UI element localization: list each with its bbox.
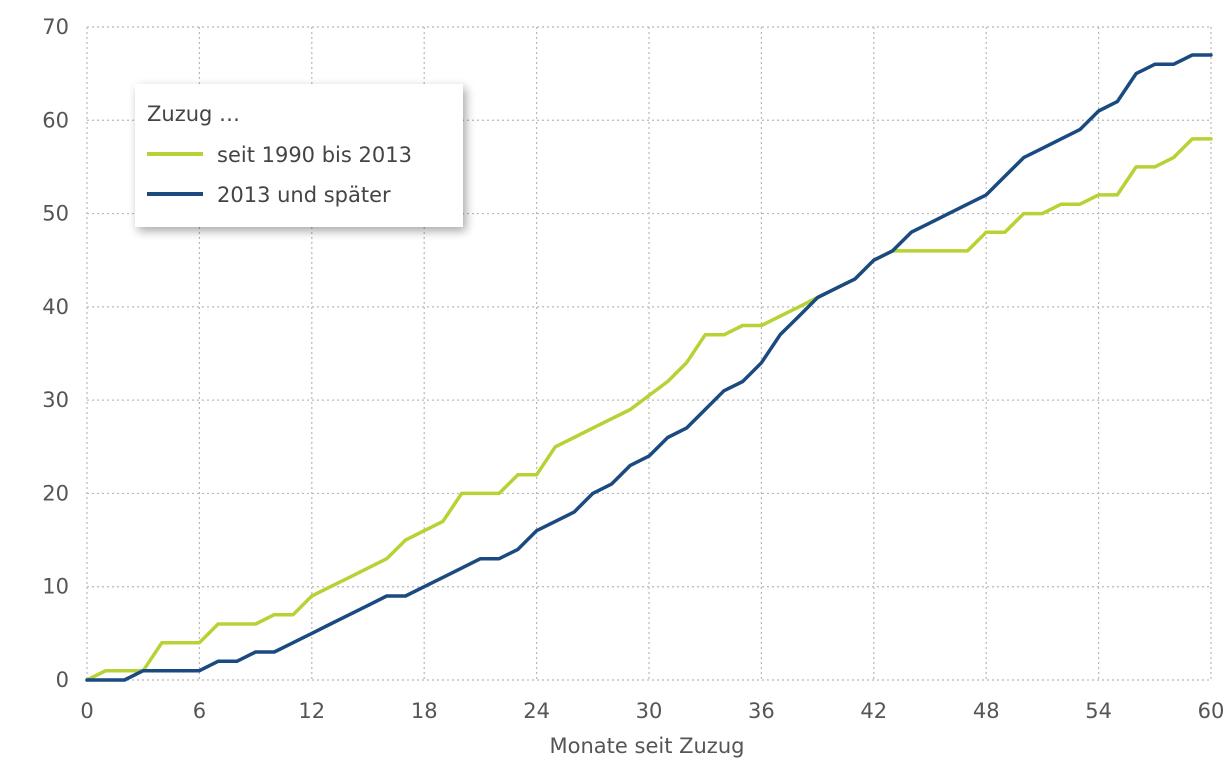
- x-tick-label: 48: [973, 699, 1000, 723]
- y-tick-label: 70: [42, 15, 69, 39]
- legend: Zuzug … seit 1990 bis 2013 2013 und spät…: [135, 84, 463, 227]
- grid: [86, 26, 1212, 681]
- x-tick-label: 42: [860, 699, 887, 723]
- x-tick-label: 0: [80, 699, 93, 723]
- y-tick-label: 40: [42, 295, 69, 319]
- x-axis-ticks: 0 6 12 18 24 30 36 42 48 54 60: [80, 699, 1224, 723]
- x-tick-label: 36: [748, 699, 775, 723]
- series-line-1: [85, 137, 1213, 682]
- y-tick-label: 20: [42, 481, 69, 505]
- y-axis-ticks: 0 10 20 30 40 50 60 70: [42, 15, 69, 692]
- x-tick-label: 30: [636, 699, 663, 723]
- x-tick-label: 6: [193, 699, 206, 723]
- x-tick-label: 24: [523, 699, 550, 723]
- legend-label-series-1: seit 1990 bis 2013: [217, 143, 412, 167]
- x-tick-label: 18: [411, 699, 438, 723]
- x-tick-label: 60: [1198, 699, 1225, 723]
- x-tick-label: 54: [1085, 699, 1112, 723]
- legend-label-series-2: 2013 und später: [217, 183, 391, 207]
- legend-title: Zuzug …: [147, 102, 240, 126]
- y-tick-label: 0: [56, 668, 69, 692]
- y-tick-label: 10: [42, 575, 69, 599]
- series-line-2: [85, 53, 1213, 682]
- x-axis-title: Monate seit Zuzug: [550, 734, 745, 758]
- y-tick-label: 30: [42, 388, 69, 412]
- series-lines: [85, 53, 1213, 682]
- y-tick-label: 60: [42, 108, 69, 132]
- x-tick-label: 12: [298, 699, 325, 723]
- y-tick-label: 50: [42, 202, 69, 226]
